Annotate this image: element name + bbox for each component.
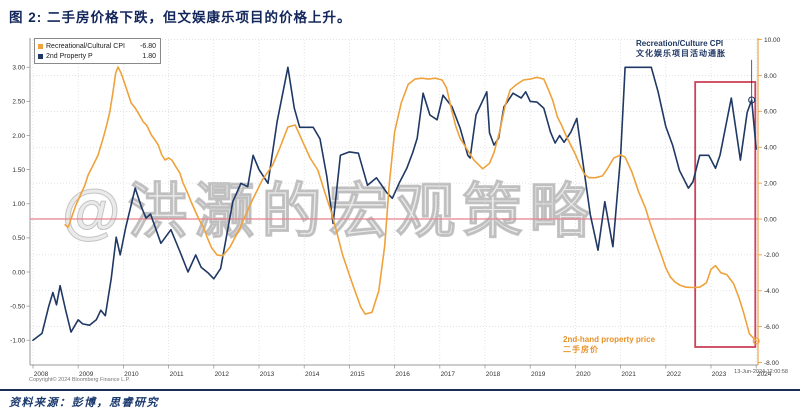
svg-text:2013: 2013 bbox=[260, 371, 275, 378]
divider-rule bbox=[0, 389, 800, 391]
svg-text:-1.00: -1.00 bbox=[10, 338, 25, 345]
legend-label: Recreational/Cultural CPI bbox=[46, 42, 125, 50]
svg-text:3.00: 3.00 bbox=[12, 65, 25, 72]
copyright-text: Copyright© 2024 Bloomberg Finance L.P. bbox=[29, 377, 131, 383]
source-text: 资料来源：彭博，思睿研究 bbox=[9, 397, 159, 409]
svg-text:2015: 2015 bbox=[350, 371, 365, 378]
series-line-property-price bbox=[64, 66, 758, 342]
svg-text:-8.00: -8.00 bbox=[764, 360, 779, 367]
annotation-recreation-cpi: Recreation/Culture CPI 文化娱乐项目活动通胀 bbox=[636, 39, 726, 59]
svg-text:2020: 2020 bbox=[576, 371, 591, 378]
series-lines bbox=[32, 59, 760, 345]
timestamp-text: 13-Jun-2024 12:00:58 bbox=[734, 369, 788, 375]
svg-text:2014: 2014 bbox=[305, 371, 320, 378]
svg-text:2009: 2009 bbox=[79, 371, 94, 378]
svg-text:2.00: 2.00 bbox=[12, 133, 25, 140]
legend-item-recreational-cpi: Recreational/Cultural CPI -6.80 bbox=[38, 41, 156, 51]
annotation-property-price-en: 2nd-hand property price bbox=[563, 335, 656, 344]
svg-text:2012: 2012 bbox=[215, 371, 230, 378]
legend-value: -6.80 bbox=[140, 42, 156, 50]
chart-annotations bbox=[30, 81, 758, 348]
series-line-recreation-cpi bbox=[32, 66, 758, 342]
svg-text:0.00: 0.00 bbox=[12, 269, 25, 276]
svg-text:2017: 2017 bbox=[441, 371, 456, 378]
svg-text:-4.00: -4.00 bbox=[764, 288, 779, 295]
svg-text:2022: 2022 bbox=[667, 371, 682, 378]
legend-swatch-orange bbox=[38, 43, 43, 49]
svg-text:1.50: 1.50 bbox=[12, 167, 25, 174]
svg-text:4.00: 4.00 bbox=[764, 145, 777, 152]
legend-item-2nd-property: 2nd Property P 1.80 bbox=[38, 51, 156, 61]
annotation-property-price-zh: 二手房价 bbox=[563, 345, 599, 354]
svg-text:2021: 2021 bbox=[621, 371, 636, 378]
svg-text:2.50: 2.50 bbox=[12, 99, 25, 106]
svg-text:2011: 2011 bbox=[170, 371, 184, 378]
svg-text:10.00: 10.00 bbox=[764, 37, 781, 44]
gridlines bbox=[30, 39, 758, 365]
annotation-recreation-cpi-zh: 文化娱乐项目活动通胀 bbox=[636, 49, 726, 58]
svg-text:-6.00: -6.00 bbox=[764, 324, 779, 331]
svg-text:0.50: 0.50 bbox=[12, 235, 25, 242]
svg-text:1.00: 1.00 bbox=[12, 201, 25, 208]
svg-text:8.00: 8.00 bbox=[764, 73, 777, 80]
svg-text:2019: 2019 bbox=[531, 371, 546, 378]
annotation-property-price: 2nd-hand property price 二手房价 bbox=[563, 335, 655, 355]
svg-text:2.00: 2.00 bbox=[764, 180, 777, 187]
line-chart: 3.00 2.50 2.00 1.50 1.00 0.50 0.00 -0.50 -1.00 10… bbox=[10, 37, 780, 378]
svg-text:-0.50: -0.50 bbox=[10, 303, 25, 310]
svg-text:2016: 2016 bbox=[395, 371, 410, 378]
legend-swatch-navy bbox=[38, 53, 43, 59]
svg-text:-2.00: -2.00 bbox=[764, 252, 779, 259]
annotation-recreation-cpi-en: Recreation/Culture CPI bbox=[636, 39, 724, 48]
legend-label: 2nd Property P bbox=[46, 52, 93, 60]
svg-text:2008: 2008 bbox=[34, 371, 49, 378]
svg-text:0.00: 0.00 bbox=[764, 216, 777, 223]
last-point-marker bbox=[752, 337, 760, 345]
figure-title: 图 2: 二手房价格下跌，但文娱康乐项目的价格上升。 bbox=[9, 10, 352, 25]
svg-text:2010: 2010 bbox=[124, 371, 139, 378]
svg-text:2023: 2023 bbox=[712, 371, 727, 378]
legend-value: 1.80 bbox=[142, 52, 156, 60]
highlight-box bbox=[694, 81, 757, 348]
svg-text:2018: 2018 bbox=[486, 371, 501, 378]
chart-legend: Recreational/Cultural CPI -6.80 2nd Prop… bbox=[34, 38, 161, 64]
svg-text:6.00: 6.00 bbox=[764, 109, 777, 116]
axes: 3.00 2.50 2.00 1.50 1.00 0.50 0.00 -0.50 -1.00 10… bbox=[10, 37, 780, 378]
svg-text:2024: 2024 bbox=[757, 371, 772, 378]
